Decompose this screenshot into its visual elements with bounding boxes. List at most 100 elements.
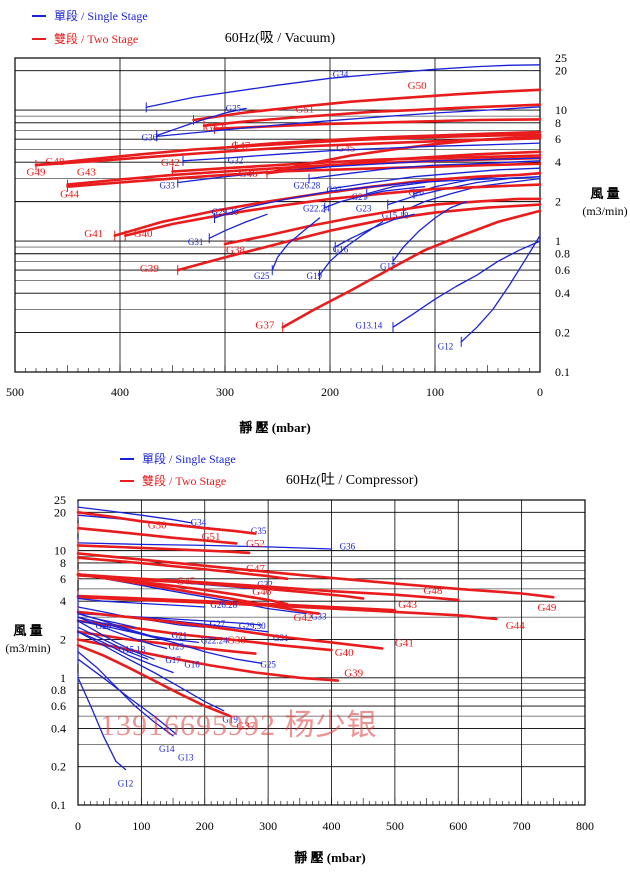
x-tick-label: 200 [196, 819, 214, 833]
series-label-g36: G36 [142, 132, 158, 142]
series-line-g49 [76, 552, 555, 599]
series-label-g27: G27 [326, 185, 342, 195]
y-tick-label: 0.6 [555, 263, 570, 277]
series-label-g42: G42 [294, 612, 313, 624]
x-tick-label: 300 [216, 385, 234, 399]
series-label-g43: G43 [77, 166, 96, 178]
series-label-g17: G17 [165, 655, 181, 665]
series-line-g36 [77, 542, 333, 550]
y-tick-label: 20 [54, 505, 66, 519]
x-tick-label: 800 [576, 819, 594, 833]
y-tick-label: 0.2 [555, 326, 570, 340]
x-axis-label: 靜 壓 (mbar) [239, 420, 311, 435]
series-label-g27: G27 [210, 619, 226, 629]
series-line-g42 [76, 573, 321, 615]
series-line-g25 [271, 217, 321, 271]
series-line-g26-28 [308, 160, 541, 180]
series-label-g48: G48 [423, 585, 442, 597]
series-label-g49: G49 [27, 166, 46, 178]
series-label-g13-14: G13.14 [355, 321, 382, 331]
legend-single-label: 單段 / Single Stage [142, 451, 236, 466]
y-tick-label: 10 [555, 103, 567, 117]
x-tick-label: 300 [259, 819, 277, 833]
y-tick-label: 1 [555, 234, 561, 248]
series-line-g37 [76, 644, 232, 718]
y-tick-label: 6 [555, 132, 561, 146]
series-label-g39: G39 [140, 263, 159, 275]
y-axis-label-line1: 風 量 [590, 186, 619, 201]
y-tick-label: 8 [555, 116, 561, 130]
series-label-g31: G31 [188, 237, 204, 247]
chart-title: 60Hz(吐 / Compressor) [286, 472, 419, 488]
x-tick-label: 700 [513, 819, 531, 833]
legend: 單段 / Single Stage 雙段 / Two Stage [32, 8, 148, 46]
series-label-g37: G37 [255, 320, 274, 332]
series-label-g12: G12 [118, 779, 134, 789]
y-tick-label: 6 [60, 572, 66, 586]
watermark-text: 13916695992 杨少银 [100, 709, 378, 742]
x-tick-label: 400 [323, 819, 341, 833]
series-label-g48: G48 [45, 156, 64, 168]
x-tick-label: 100 [426, 385, 444, 399]
series-label-g50: G50 [148, 520, 167, 532]
series-line-g41 [76, 610, 384, 650]
y-tick-label: 4 [60, 594, 66, 608]
series-label-g15-18: G15.18 [382, 210, 409, 220]
series-line-g34 [145, 64, 541, 108]
x-axis-label: 靜 壓 (mbar) [294, 850, 366, 865]
x-tick-label: 400 [111, 385, 129, 399]
series-label-g25: G25 [260, 659, 276, 669]
y-tick-label: 0.2 [51, 760, 66, 774]
series-line-g12 [77, 677, 127, 771]
series-label-g43: G43 [398, 599, 417, 611]
series-line-g14 [77, 651, 174, 737]
series-line-g26-28 [77, 597, 206, 608]
series-label-g19: G19 [307, 271, 323, 281]
y-tick-label: 0.4 [555, 286, 570, 300]
series-label-g44: G44 [506, 620, 525, 632]
series-label-g22-24: G22.24 [201, 636, 228, 646]
series-line-g17 [392, 200, 468, 262]
series-label-g19: G19 [222, 714, 238, 724]
series-line-g51 [76, 526, 238, 545]
y-tick-label: 0.4 [51, 721, 66, 735]
series-line-g44 [66, 162, 542, 188]
series-line-g50 [76, 511, 257, 535]
series-line-g19 [318, 221, 384, 276]
series-label-g32: G32 [257, 580, 273, 590]
series-label-g34: G34 [333, 70, 349, 80]
series-label-g20: G20 [408, 187, 424, 197]
y-tick-label: 25 [555, 51, 567, 65]
series-label-g14: G14 [159, 744, 175, 754]
y-tick-label: 2 [555, 195, 561, 209]
series-line-g22-24 [324, 186, 426, 209]
series-label-g23: G23 [356, 204, 372, 214]
series-line-g47 [76, 556, 289, 581]
x-tick-label: 600 [449, 819, 467, 833]
series-label-g38: G38 [226, 245, 245, 257]
series-label-g16: G16 [333, 244, 349, 254]
series-label-g41: G41 [84, 228, 103, 240]
series-line-g33 [177, 157, 541, 184]
series-label-g36: G36 [340, 541, 356, 551]
y-tick-label: 0.1 [51, 798, 66, 812]
y-tick-label: 0.8 [51, 683, 66, 697]
y-tick-label: 0.1 [555, 365, 570, 379]
series-label-g46: G46 [252, 586, 271, 598]
grid [14, 57, 541, 373]
series-label-g16: G16 [184, 659, 200, 669]
series-label-g50: G50 [408, 80, 427, 92]
series-label-g35: G35 [226, 103, 242, 113]
series-label-g21: G21 [172, 630, 188, 640]
series-line-g25 [77, 616, 263, 664]
series-label-g51: G51 [202, 531, 221, 543]
series-label-g23: G23 [168, 641, 184, 651]
series-label-g26-28: G26.28 [294, 181, 321, 191]
series-line-g42 [171, 154, 542, 173]
series-line-g19 [77, 631, 225, 712]
series-line-g38 [76, 630, 257, 655]
series-label-g17: G17 [380, 262, 396, 272]
